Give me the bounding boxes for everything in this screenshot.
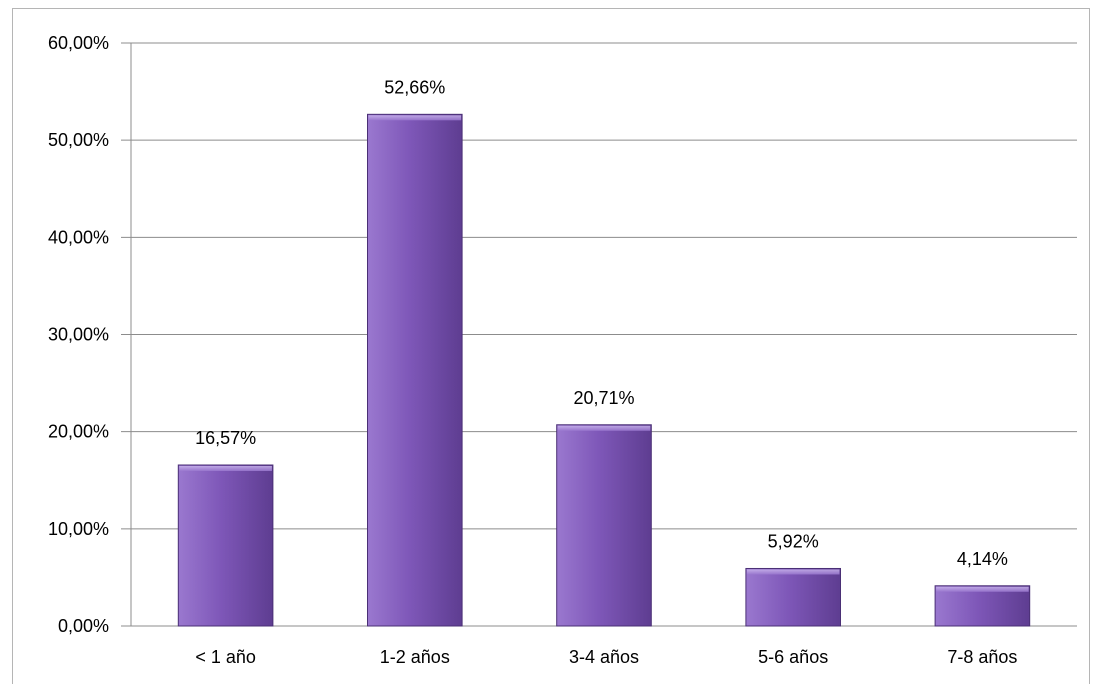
x-tick-label: 1-2 años <box>380 647 450 667</box>
bar <box>934 585 1031 627</box>
x-tick-label: 5-6 años <box>758 647 828 667</box>
bar-body <box>745 567 842 627</box>
data-labels: 16,57% 52,66% 20,71% 5,92% 4,14% <box>195 77 1008 568</box>
data-label: 16,57% <box>195 428 256 448</box>
bar <box>177 464 274 627</box>
x-tick-label: 7-8 años <box>947 647 1017 667</box>
bar-top-bevel <box>936 586 1029 592</box>
bar-top-bevel <box>179 465 272 471</box>
y-tick-label: 10,00% <box>48 519 109 539</box>
bars <box>177 113 1031 627</box>
y-tick-label: 40,00% <box>48 227 109 247</box>
bar <box>556 424 652 627</box>
bar-top-bevel <box>368 115 462 121</box>
bar-body <box>934 585 1031 627</box>
data-label: 20,71% <box>573 388 634 408</box>
y-tick-label: 50,00% <box>48 130 109 150</box>
y-tick-label: 30,00% <box>48 325 109 345</box>
data-label: 52,66% <box>384 77 445 97</box>
bar-top-bevel <box>746 569 840 575</box>
bar <box>367 113 463 627</box>
bar-body <box>556 424 652 627</box>
bar-body <box>367 113 463 627</box>
bar-top-bevel <box>557 425 651 431</box>
y-tick-label: 60,00% <box>48 33 109 53</box>
gridlines <box>121 42 1077 627</box>
x-tick-label: < 1 año <box>195 647 256 667</box>
x-tick-label: 3-4 años <box>569 647 639 667</box>
data-label: 5,92% <box>768 531 819 551</box>
y-tick-label: 0,00% <box>58 616 109 636</box>
x-axis-tick-labels: < 1 año 1-2 años 3-4 años 5-6 años 7-8 años <box>195 647 1017 667</box>
bar <box>745 567 842 627</box>
y-axis-tick-labels: 0,00% 10,00% 20,00% 30,00% 40,00% 50,00% 60,00… <box>48 33 109 636</box>
y-tick-label: 20,00% <box>48 422 109 442</box>
data-label: 4,14% <box>957 549 1008 569</box>
chart-frame <box>12 8 1090 684</box>
bar-body <box>177 464 274 627</box>
